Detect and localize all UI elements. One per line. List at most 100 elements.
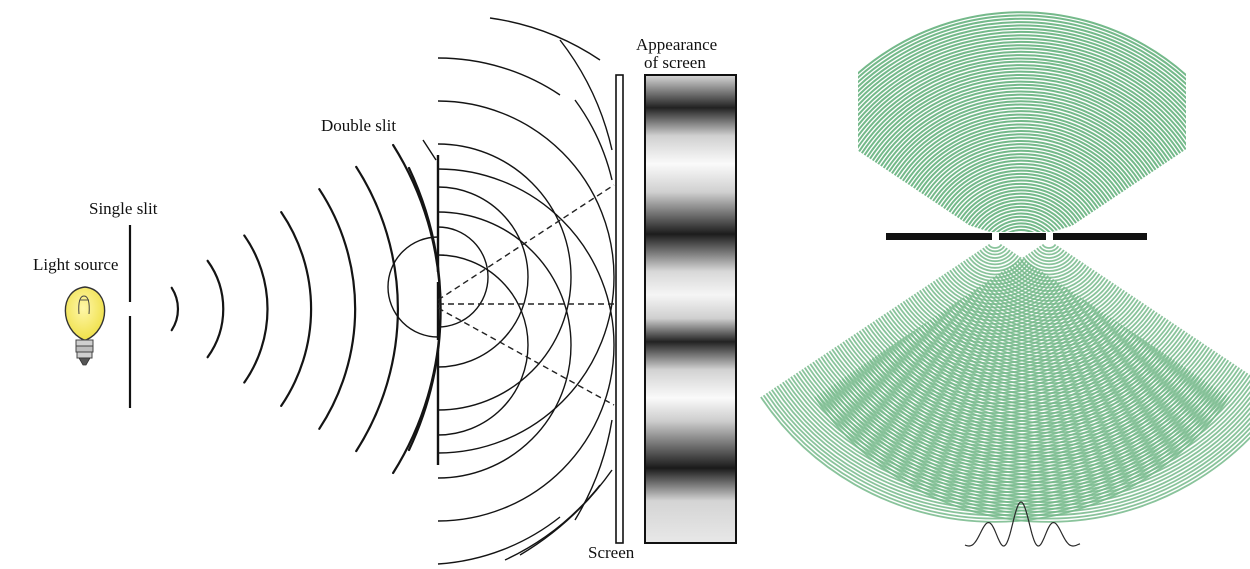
wavefront-arc [858,14,1186,125]
wavefront-arc [934,156,1108,204]
wavefront-arc [879,352,1219,444]
wavefront-arc [995,275,1103,305]
wavefront-arc [989,278,1109,312]
wavefront-arc [858,64,1184,152]
wave-interference-diagram [760,11,1250,547]
wavefront-arc [882,350,1216,441]
wavefront-arc [858,44,1186,141]
wavefront-arc [855,368,1243,474]
wavefront-arc [858,54,1186,147]
wavefront-arc [975,288,1123,329]
wavefront-arc [866,361,1232,460]
wavefront-arc [971,254,1019,269]
wavefront-arc [915,328,1183,401]
wavefront-arc [1038,245,1060,253]
wavefront-arc [1003,269,1095,296]
wavefront-arc [948,306,1150,362]
wavefront-arc [816,394,1250,520]
double-slit-wavefronts [387,17,615,565]
incoming-wavefronts [858,11,1186,232]
screen-bar [615,74,624,544]
wavefront-arc [940,163,1102,208]
wavefront-arc [962,189,1080,222]
wavefront-arc [967,196,1075,226]
wavefront-arc [923,143,1119,197]
wavefront-arc [858,41,1186,140]
wavefront-arc [921,139,1121,195]
wavefront-arc [885,348,1213,437]
wavefront-arc [937,159,1105,206]
wavefront-arc [1008,265,1090,289]
wavefront-arc [819,392,1250,517]
wavefront-arc [942,310,1156,368]
wavefront-arc [918,326,1180,398]
wavefront-arc [995,229,1047,232]
wavefront-arc [858,50,1186,145]
lightbulb-icon [64,286,106,366]
wavefront-arc [863,363,1235,464]
wavefront-arc [1022,256,1076,272]
wavefront-arc [853,333,1137,411]
wavefront-arc [959,186,1083,220]
wavefront-arc [765,392,1225,517]
wavefront-arc [937,313,1161,375]
wavefront-arc [912,330,1186,405]
label-appearance-line1: Appearance [636,35,717,54]
wavefront-arc [913,130,1129,189]
wavefront-arc [932,280,1058,315]
wavefront-arc [962,260,1028,279]
wavefront-arc [902,116,1140,182]
wavefront-arc [858,60,1186,151]
wavefront-arc [967,293,1131,338]
wavefront-arc [989,222,1053,232]
wavefront-arc [978,209,1064,232]
wavefront-arc [992,276,1106,309]
wavefront-arc [899,113,1143,180]
wavefront-arc [836,381,1250,497]
wavefront-arc [907,123,1135,186]
wavefront-arc [849,372,1249,480]
label-screen: Screen [588,543,635,562]
wavefront-arc [907,333,1191,411]
wavefront-arc [973,202,1069,230]
wavefront-arc [982,247,1008,256]
wavefront-arc [852,370,1246,477]
intensity-curve [964,501,1081,547]
wavefront-arc [1005,267,1093,292]
wavefront-arc [926,146,1116,198]
wavefront-arc [1027,253,1071,266]
wavefront-arc [874,83,1168,163]
wavefront-arc [877,87,1165,165]
wavefront-arc [858,37,1186,138]
wavefront-arc [890,345,1208,431]
wavefront-arc [880,90,1162,167]
label-single-slit: Single slit [89,199,158,218]
wavefront-arc [1014,262,1084,282]
wavefront-arc [768,390,1222,513]
wavefront-arc [921,324,1177,395]
wavefront-arc [871,80,1171,162]
wavefront-arc [976,205,1066,231]
wavefront-arc [885,97,1157,171]
wavefront-arc [946,271,1044,299]
wavefront-arc [929,319,1169,385]
label-light-source: Light source [33,255,118,274]
wavefront-arc [857,367,1241,471]
wavefront-arc [904,120,1138,184]
wavefront-arc [997,273,1101,302]
wavefront-arc [866,73,1176,158]
wavefront-arc [888,100,1154,173]
wavefront-arc [1025,254,1073,269]
wavefront-arc [984,282,1114,319]
wavefront-arc [919,289,1071,332]
wavefront-arc [918,136,1124,193]
wavefront-arc [877,354,1221,447]
wavefront-arc [970,291,1128,335]
wavefront-arc [825,389,1250,510]
wavefront-arc [1033,249,1065,259]
wavefront-arc [973,253,1017,266]
wavefront-arc [888,346,1210,434]
wavefront-arc [945,308,1153,365]
wavefront-arc [956,300,1142,352]
